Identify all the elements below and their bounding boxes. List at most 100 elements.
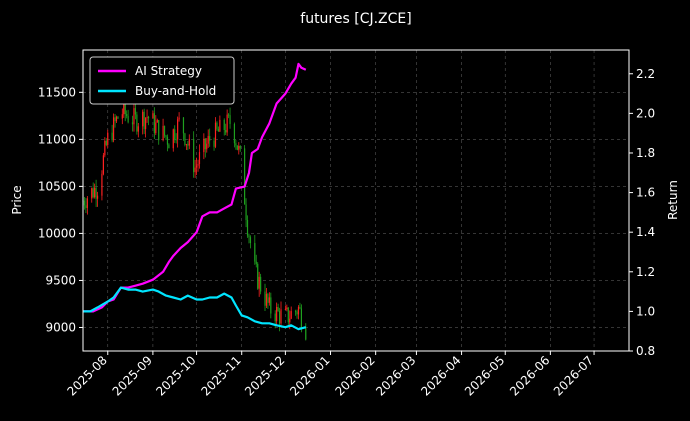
candle-body [195, 165, 198, 168]
candle-body [123, 101, 125, 115]
left-y-axis: 9000 9500 10000 10500 11000 11500 [38, 85, 83, 334]
candle-body [153, 113, 155, 134]
candle-body [194, 167, 196, 173]
candle-body [286, 307, 288, 310]
candle-body [175, 139, 177, 141]
candle-body [146, 116, 148, 118]
candle-body [193, 138, 195, 173]
candle-body [229, 115, 231, 124]
candle-body [284, 309, 286, 310]
candle-body [158, 120, 160, 141]
candle-body [188, 138, 190, 146]
candle-body [177, 119, 179, 140]
candle-body [107, 132, 109, 145]
candle-body [121, 114, 123, 119]
right-y-tick-label: 0.8 [636, 344, 655, 358]
left-y-tick-label: 9500 [45, 273, 76, 287]
candle-body [246, 219, 249, 236]
left-y-tick-label-group: 10500 [38, 179, 76, 193]
candle-body [219, 119, 221, 132]
left-y-tick-label: 10500 [38, 179, 76, 193]
candle-body [152, 113, 154, 119]
candle-body [299, 306, 301, 309]
legend-label-buy-and-hold: Buy-and-Hold [135, 84, 216, 98]
candle-body [255, 261, 257, 264]
candle-body [274, 313, 276, 322]
candle-body [214, 122, 217, 147]
candle-body [203, 138, 205, 153]
candle-body [172, 129, 174, 149]
left-y-tick-label-group: 9500 [45, 273, 76, 287]
legend-label-ai-strategy: AI Strategy [135, 64, 202, 78]
candle-body [228, 114, 230, 116]
right-y-tick-label: 1.0 [636, 304, 655, 318]
candle-body [155, 122, 157, 134]
left-y-tick-label-group: 10000 [38, 226, 76, 240]
candle-body [206, 143, 208, 150]
candle-body [165, 135, 167, 137]
candle-body [111, 132, 113, 141]
candle-body [92, 188, 94, 198]
candle-body [305, 328, 307, 340]
candle-body [83, 200, 86, 206]
candle-body [265, 294, 268, 306]
candle-body [142, 111, 144, 127]
candle-body [184, 133, 186, 145]
candle-body [248, 235, 250, 238]
right-y-tick-label: 2.2 [636, 67, 655, 81]
candle-body [168, 144, 170, 149]
right-y-tick-label-group: 1.2 [636, 265, 655, 279]
series-line-ai-strategy [83, 62, 307, 313]
series-line-buy-and-hold [83, 286, 307, 331]
candle-body [115, 116, 118, 122]
candle-body [300, 308, 302, 329]
legend-frame [89, 56, 235, 105]
candle-body [101, 173, 103, 196]
candle-body [267, 294, 269, 303]
legend: AI Strategy Buy-and-Hold [89, 56, 235, 105]
candle-body [204, 138, 206, 150]
candle-body [239, 145, 241, 149]
candle-body [96, 195, 99, 199]
candle-body [235, 143, 237, 146]
candle-body [290, 311, 292, 319]
left-y-tick-label: 11500 [38, 85, 76, 99]
right-y-tick-label-group: 0.8 [636, 344, 655, 358]
candle-body [277, 307, 279, 312]
left-y-tick-label-group: 9000 [45, 320, 76, 334]
candle-body [182, 117, 185, 134]
candle-body [276, 307, 278, 322]
left-y-tick-label: 9000 [45, 320, 76, 334]
candle-body [245, 204, 247, 220]
candle-body [178, 117, 180, 120]
candle-body [163, 125, 166, 136]
right-y-tick-label: 1.8 [636, 146, 655, 160]
candle-body [297, 306, 300, 315]
candle-body [187, 144, 189, 146]
right-y-tick-label-group: 1.0 [636, 304, 655, 318]
candle-body [207, 136, 209, 144]
candle-body [254, 243, 256, 262]
candle-body [86, 198, 88, 208]
candle-body [185, 144, 187, 145]
right-y-tick-label: 1.4 [636, 225, 655, 239]
candle-body [91, 188, 93, 199]
series-lines [83, 62, 307, 331]
candle-body [85, 205, 87, 208]
left-y-tick-label-group: 11500 [38, 85, 76, 99]
candle-body [112, 117, 115, 141]
candle-body [114, 117, 116, 122]
candle-body [145, 117, 147, 130]
candle-body [131, 122, 134, 125]
right-y-tick-label: 1.2 [636, 265, 655, 279]
candle-body [249, 237, 252, 244]
candle-body [197, 163, 199, 166]
candle-body [260, 276, 262, 292]
candle-body [268, 297, 270, 303]
left-y-tick-label: 10000 [38, 226, 76, 240]
left-y-tick-label-group: 11000 [38, 132, 76, 146]
candle-body [162, 125, 164, 141]
candle-body [166, 136, 169, 145]
candle-body [217, 129, 220, 132]
candle-body [143, 111, 145, 130]
